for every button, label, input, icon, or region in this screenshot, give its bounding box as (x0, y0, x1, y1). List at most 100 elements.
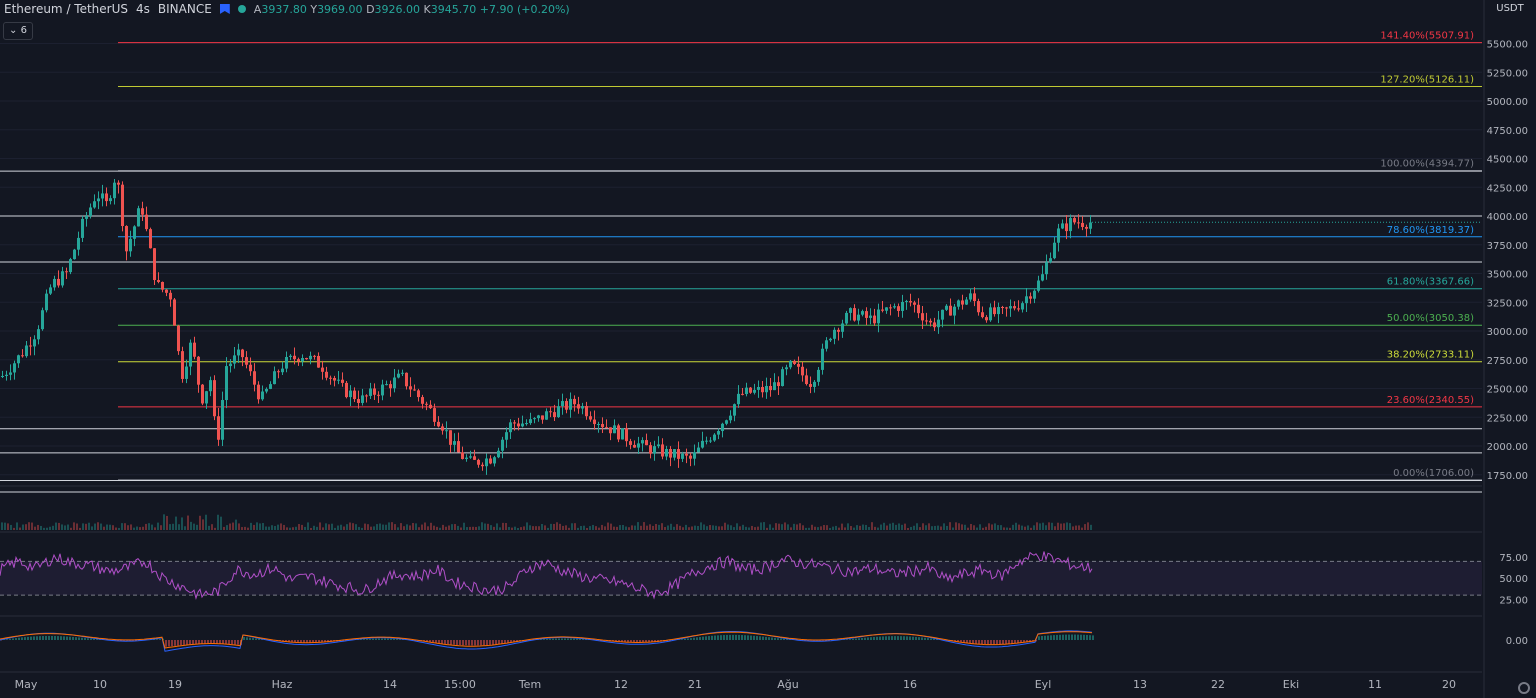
macd-histogram-bar (465, 640, 467, 646)
macd-histogram-bar (1053, 635, 1055, 640)
volume-bar (259, 523, 261, 530)
macd-histogram-bar (486, 640, 488, 645)
macd-histogram-bar (300, 640, 302, 643)
volume-bar (172, 523, 174, 530)
candle-body (49, 287, 52, 294)
volume-bar (595, 526, 597, 530)
macd-histogram-bar (1071, 634, 1073, 640)
volume-bar (166, 515, 168, 530)
volume-bar (451, 524, 453, 530)
volume-bar (520, 527, 522, 530)
flag-icon[interactable] (219, 4, 230, 14)
macd-histogram-bar (369, 638, 371, 640)
candle-body (509, 422, 512, 433)
volume-bar (499, 527, 501, 530)
volume-bar (1012, 524, 1014, 530)
volume-bar (91, 526, 93, 530)
candle-body (181, 351, 184, 379)
volume-bar (706, 526, 708, 530)
volume-bar (874, 526, 876, 530)
macd-histogram-bar (927, 638, 929, 640)
fib-level-label: 141.40%(5507.91) (1380, 31, 1474, 42)
volume-bar (436, 526, 438, 530)
volume-bar (313, 525, 315, 530)
interval-label[interactable]: 4s (136, 2, 150, 16)
volume-bar (565, 525, 567, 530)
candle-body (441, 426, 444, 431)
candle-body (689, 455, 692, 459)
volume-bar (403, 526, 405, 530)
macd-pane (0, 615, 1482, 652)
volume-bar (376, 524, 378, 530)
volume-bar (454, 524, 456, 530)
volume-bar (556, 522, 558, 530)
macd-histogram-bar (564, 638, 566, 640)
fibonacci-levels[interactable]: 141.40%(5507.91) 127.20%(5126.11) 100.00%(… (118, 31, 1482, 481)
volume-bar (793, 523, 795, 530)
volume-bar (37, 524, 39, 530)
macd-histogram-bar (1092, 635, 1094, 640)
volume-bar (64, 525, 66, 530)
price-axis[interactable]: USDT 1750.00 2000.00 2250.00 2500.00 2750.00 3… (1483, 0, 1536, 698)
candle-body (453, 441, 456, 445)
volume-bar (868, 527, 870, 530)
candle-body (273, 371, 276, 385)
candle-body (469, 456, 472, 458)
indicators-toggle-button[interactable]: ⌄ 6 (3, 22, 33, 40)
candle-body (253, 371, 256, 385)
volume-bar (379, 523, 381, 530)
candle-body (149, 229, 152, 249)
macd-histogram-bar (69, 636, 71, 640)
macd-histogram-bar (231, 640, 233, 645)
volume-bar (979, 524, 981, 530)
macd-histogram-bar (876, 636, 878, 640)
volume-bar (466, 527, 468, 530)
macd-histogram-bar (96, 639, 98, 640)
macd-histogram-bar (852, 638, 854, 640)
volume-bar (415, 523, 417, 530)
macd-histogram-bar (117, 640, 119, 641)
candle-body (717, 431, 720, 435)
volume-bar (10, 524, 12, 530)
macd-histogram-bar (327, 640, 329, 643)
volume-bar (25, 524, 27, 530)
macd-histogram-bar (702, 636, 704, 640)
high-value: 3969.00 (317, 2, 363, 16)
candle-body (197, 356, 200, 385)
candle-body (445, 430, 448, 432)
macd-histogram-bar (912, 636, 914, 640)
candle-body (697, 447, 700, 453)
high-label: Y (310, 2, 318, 16)
candle-body (877, 309, 880, 324)
macd-histogram-bar (57, 636, 59, 640)
candle-body (961, 300, 964, 305)
macd-histogram-bar (684, 638, 686, 640)
macd-histogram-bar (363, 639, 365, 640)
macd-histogram-bar (324, 640, 326, 643)
volume-bar (763, 522, 765, 530)
volume-bar (973, 525, 975, 530)
volume-bar (1087, 522, 1089, 530)
candle-body (1009, 306, 1012, 309)
symbol-name[interactable]: Ethereum / TetherUS (4, 2, 128, 16)
candle-body (773, 382, 776, 391)
time-axis[interactable]: May 10 19 Haz 14 15:00 Tem 12 21 Ağu 16 Eyl 13 22 Eki 1… (0, 671, 1482, 691)
macd-histogram-bar (480, 640, 482, 646)
macd-histogram-bar (30, 636, 32, 640)
settings-gear-icon[interactable] (1518, 682, 1530, 694)
macd-histogram-bar (1005, 640, 1007, 644)
candle-body (37, 329, 40, 340)
candle-body (85, 216, 88, 219)
macd-histogram-bar (756, 636, 758, 640)
ohlc-values: A3937.80 Y3969.00 D3926.00 K3945.70 +7.9… (254, 3, 570, 16)
volume-bar (856, 525, 858, 530)
candle-body (297, 359, 300, 362)
candle-body (973, 293, 976, 302)
candle-body (969, 293, 972, 300)
candle-body (285, 356, 288, 369)
macd-histogram-bar (915, 636, 917, 640)
candle-body (629, 441, 632, 445)
volume-bar (46, 527, 48, 530)
candle-body (437, 421, 440, 427)
